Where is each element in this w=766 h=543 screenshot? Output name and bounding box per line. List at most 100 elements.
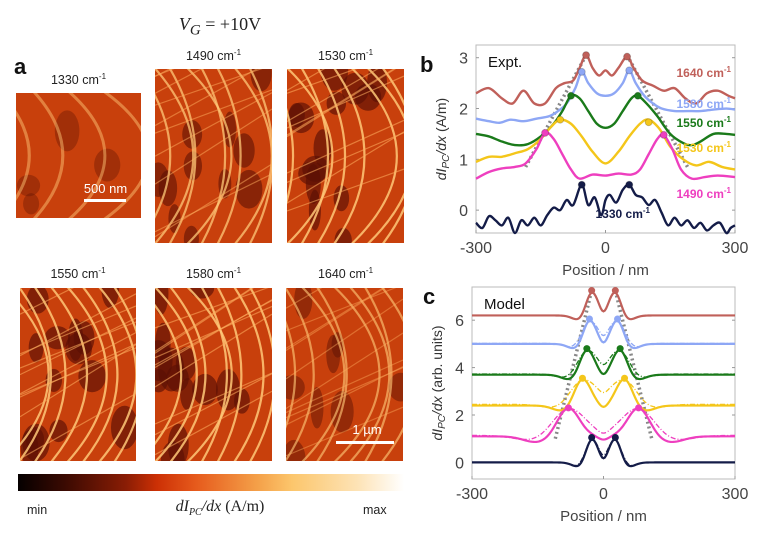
y-tick-label: 2 bbox=[455, 408, 464, 425]
panel-b-chart: -300 0 300 0 1 2 3 Position / nm dIPC/dx (A/m) Ex… bbox=[433, 44, 749, 279]
series-line-1580 bbox=[475, 69, 736, 124]
label-sup: -1 bbox=[365, 48, 374, 57]
peak-marker bbox=[588, 287, 596, 295]
chart-annotation: Expt. bbox=[488, 54, 522, 71]
y-tick-label: 4 bbox=[455, 361, 464, 378]
scale-bar-label-500nm: 500 nm bbox=[83, 181, 128, 196]
scale-bar-label-1um: 1 µm bbox=[352, 422, 382, 437]
panel-c-chart: -300 0 300 0 2 4 6 Position / nm dIPC/dx (arb. u… bbox=[429, 286, 749, 525]
y-tick-label: 6 bbox=[455, 313, 464, 330]
afm-texture bbox=[155, 288, 272, 461]
peak-marker bbox=[582, 51, 591, 60]
panel-a-letter: a bbox=[14, 54, 27, 79]
afm-texture bbox=[155, 69, 272, 243]
colorbar-max-label: max bbox=[363, 503, 387, 517]
label-text: 1530 cm bbox=[317, 49, 366, 64]
image-label-1640: 1640 cm-1 bbox=[287, 266, 404, 281]
model-solid-line-1330 bbox=[472, 438, 735, 468]
label-text: 1580 cm bbox=[185, 267, 234, 282]
peak-marker bbox=[577, 180, 586, 189]
series-line-1530 bbox=[475, 118, 736, 171]
label-sup: -1 bbox=[98, 72, 107, 81]
scale-bar-500nm bbox=[84, 199, 126, 202]
afm-image-1330 bbox=[16, 93, 141, 218]
afm-texture bbox=[286, 288, 403, 461]
colorbar-min-label: min bbox=[27, 503, 48, 517]
series-label-1490: 1490 cm-1 bbox=[677, 186, 732, 201]
model-solid-line-1530 bbox=[472, 378, 735, 412]
scale-bar-1um bbox=[336, 441, 394, 444]
peak-marker bbox=[583, 345, 591, 353]
label-text: 1640 cm bbox=[317, 267, 366, 282]
image-label-1490: 1490 cm-1 bbox=[155, 48, 272, 63]
peak-marker bbox=[659, 130, 668, 139]
peak-marker bbox=[625, 66, 634, 75]
label-text: 1490 cm bbox=[185, 49, 234, 64]
peak-marker bbox=[566, 91, 575, 100]
x-tick-label: 0 bbox=[601, 240, 610, 257]
model-solid-line-1640 bbox=[472, 291, 735, 321]
title-var: V bbox=[178, 14, 190, 34]
panel-b-letter: b bbox=[420, 52, 434, 77]
peak-marker bbox=[644, 118, 653, 127]
y-tick-label: 0 bbox=[455, 455, 464, 472]
series-label-1550: 1550 cm-1 bbox=[677, 115, 732, 130]
x-tick-label: 0 bbox=[599, 486, 608, 503]
gate-voltage-title: VG = +10V bbox=[0, 14, 440, 40]
peak-marker bbox=[611, 434, 619, 442]
image-label-1530: 1530 cm-1 bbox=[287, 48, 404, 63]
x-tick-label: -300 bbox=[456, 486, 488, 503]
afm-image-1530 bbox=[287, 69, 404, 243]
title-rest: = +10V bbox=[200, 14, 262, 34]
peak-marker bbox=[621, 374, 629, 382]
title-sub: G bbox=[189, 22, 201, 39]
model-dashed-line-1530 bbox=[472, 379, 735, 408]
series-label-1580: 1580 cm-1 bbox=[677, 96, 732, 111]
model-dashed-line-1490 bbox=[471, 407, 736, 441]
x-tick-label: 300 bbox=[722, 486, 749, 503]
q-d: dI bbox=[175, 498, 189, 515]
series-label-1330: 1330 cm-1 bbox=[596, 206, 651, 221]
afm-image-1550 bbox=[20, 288, 136, 461]
afm-texture bbox=[20, 288, 136, 461]
label-text: 1330 cm bbox=[50, 73, 99, 88]
peak-marker bbox=[578, 374, 586, 382]
image-label-1580: 1580 cm-1 bbox=[155, 266, 272, 281]
peak-marker bbox=[564, 404, 572, 412]
peak-marker bbox=[585, 315, 593, 323]
peak-marker bbox=[577, 67, 586, 76]
q-sub: PC bbox=[188, 507, 202, 519]
peak-marker bbox=[588, 434, 596, 442]
label-sup: -1 bbox=[233, 48, 242, 57]
peak-marker bbox=[635, 404, 643, 412]
label-text: 1550 cm bbox=[50, 267, 99, 282]
image-label-1550: 1550 cm-1 bbox=[20, 266, 136, 281]
x-tick-label: 300 bbox=[722, 240, 749, 257]
series-label-1530: 1530 cm-1 bbox=[677, 140, 732, 155]
model-solid-line-1550 bbox=[472, 348, 735, 381]
x-axis-label: Position / nm bbox=[562, 262, 649, 279]
model-solid-line-1580 bbox=[472, 319, 735, 350]
peak-marker bbox=[611, 287, 619, 295]
q-unit: (A/m) bbox=[221, 498, 265, 515]
chart-annotation: Model bbox=[484, 296, 525, 313]
model-solid-line-1490 bbox=[472, 407, 735, 444]
series-label-1640: 1640 cm-1 bbox=[677, 65, 732, 80]
series-line-1640 bbox=[475, 53, 736, 107]
image-label-1330: 1330 cm-1 bbox=[16, 72, 141, 87]
y-tick-label: 1 bbox=[459, 152, 468, 169]
y-axis-label: dIPC/dx (A/m) bbox=[433, 98, 452, 180]
peak-marker bbox=[616, 345, 624, 353]
afm-image-1640 bbox=[286, 288, 403, 461]
panel-c-letter: c bbox=[423, 284, 436, 309]
colorbar-quantity-label: dIPC/dx (A/m) bbox=[120, 498, 320, 518]
y-tick-label: 0 bbox=[459, 203, 468, 220]
series-line-1550 bbox=[475, 93, 736, 147]
y-tick-label: 3 bbox=[459, 51, 468, 68]
peak-marker bbox=[623, 52, 632, 61]
label-sup: -1 bbox=[365, 266, 374, 275]
label-sup: -1 bbox=[233, 266, 242, 275]
afm-texture bbox=[287, 69, 404, 243]
x-axis-label: Position / nm bbox=[560, 508, 647, 525]
